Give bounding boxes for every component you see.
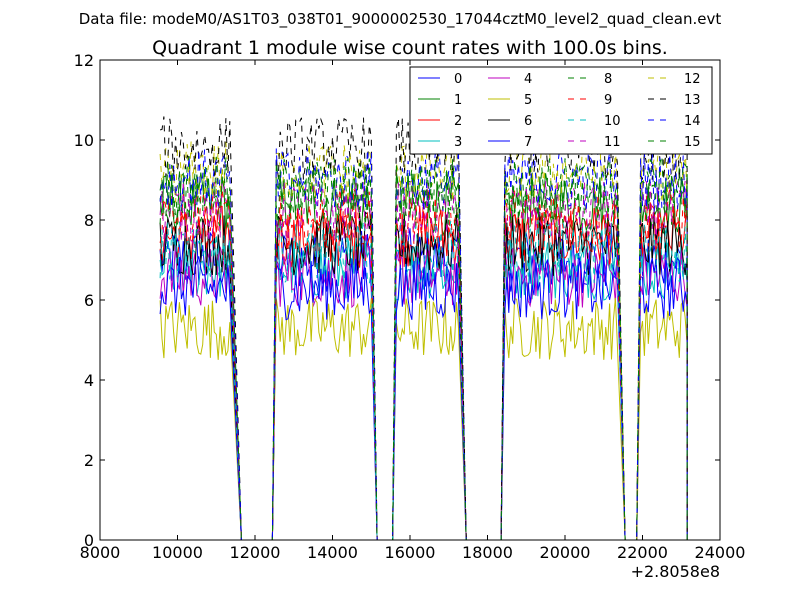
x-axis: 8000 10000 12000 14000 16000 18000 20000 22000 2… [80, 60, 746, 562]
y-tick-label: 4 [84, 371, 94, 390]
legend-label-1: 1 [454, 93, 462, 108]
series-line-12 [159, 141, 688, 540]
legend-label-8: 8 [604, 72, 612, 87]
legend-label-5: 5 [524, 93, 532, 108]
legend-label-4: 4 [524, 72, 532, 87]
legend-box [409, 66, 713, 155]
legend-label-6: 6 [524, 114, 532, 129]
chart-title: Quadrant 1 module wise count rates with … [152, 37, 668, 59]
legend-label-13: 13 [684, 93, 701, 108]
x-tick-label: 20000 [540, 543, 591, 562]
x-tick-label: 14000 [307, 543, 358, 562]
y-tick-label: 6 [84, 291, 94, 310]
x-offset-label: +2.8058e8 [631, 562, 720, 581]
legend-label-15: 15 [684, 135, 701, 150]
x-tick-label: 22000 [617, 543, 668, 562]
x-tick-label: 8000 [80, 543, 121, 562]
x-tick-label: 16000 [385, 543, 436, 562]
data-file-label: Data file: modeM0/AS1T03_038T01_90000025… [79, 10, 722, 29]
legend-label-14: 14 [684, 114, 701, 129]
y-tick-label: 2 [84, 451, 94, 470]
legend-label-12: 12 [684, 72, 701, 87]
series-line-10 [159, 219, 688, 540]
series-line-7 [159, 256, 688, 540]
y-tick-label: 10 [74, 131, 94, 150]
x-tick-label: 18000 [462, 543, 513, 562]
y-tick-label: 12 [74, 51, 94, 70]
x-tick-label: 24000 [695, 543, 746, 562]
legend-label-0: 0 [454, 72, 462, 87]
legend-label-10: 10 [604, 114, 621, 129]
series-line-11 [159, 179, 688, 540]
legend-label-2: 2 [454, 114, 462, 129]
legend-label-9: 9 [604, 93, 612, 108]
legend-label-3: 3 [454, 135, 462, 150]
series-line-15 [159, 156, 688, 540]
legend-label-11: 11 [604, 135, 621, 150]
y-tick-label: 0 [84, 531, 94, 550]
series-line-14 [159, 148, 688, 540]
y-tick-label: 8 [84, 211, 94, 230]
x-tick-label: 12000 [230, 543, 281, 562]
series-line-5 [159, 296, 688, 540]
series-line-9 [159, 188, 688, 540]
x-tick-label: 10000 [152, 543, 203, 562]
series-layer [159, 115, 688, 540]
legend-label-7: 7 [524, 135, 532, 150]
